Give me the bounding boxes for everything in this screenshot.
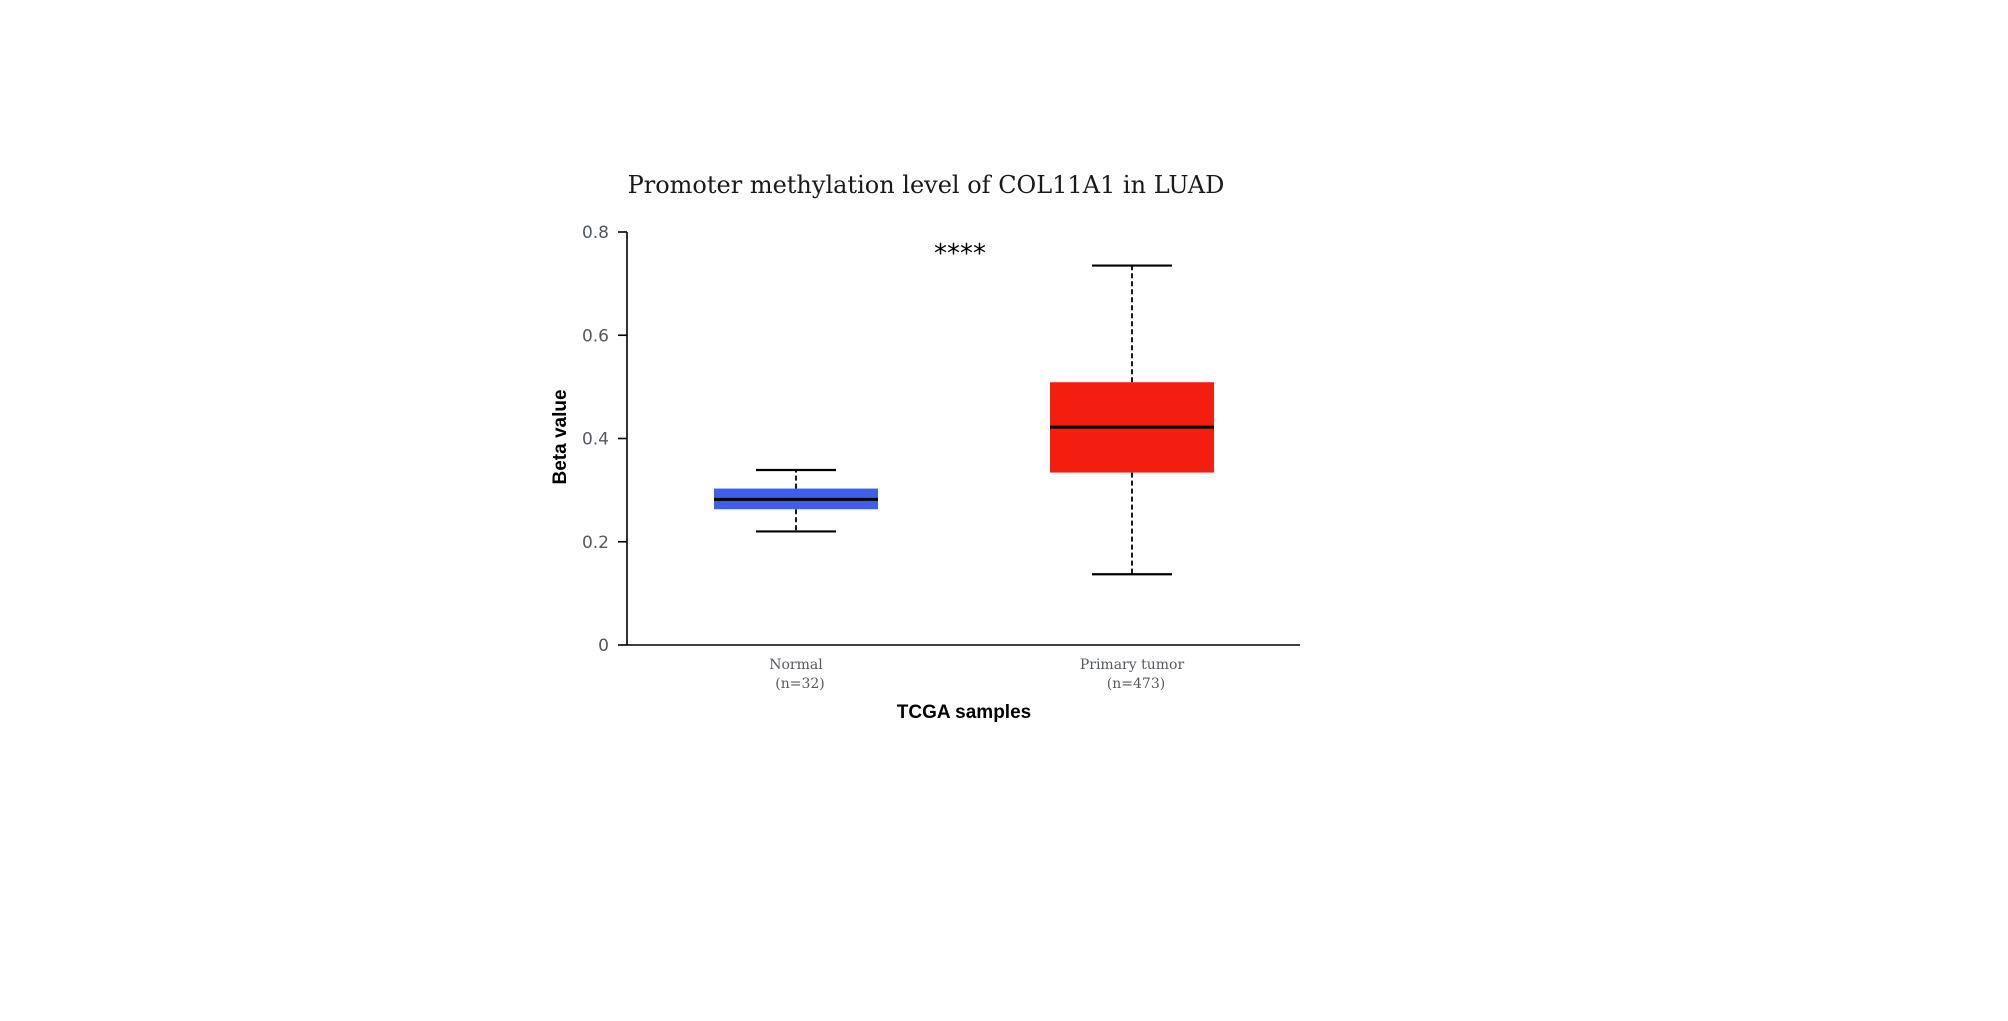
x-category-label: Normal (769, 657, 823, 673)
y-tick-label: 0.6 (582, 326, 609, 346)
x-category-count: (n=32) (775, 676, 825, 692)
chart-title: Promoter methylation level of COL11A1 in… (628, 171, 1225, 199)
significance-label: **** (934, 239, 986, 269)
x-category-count: (n=473) (1107, 676, 1165, 692)
plot-area: 0 0.2 0.4 0.6 0.8 Normal (n=32) Primary tumor (n… (582, 223, 1300, 692)
y-tick-label: 0.2 (582, 533, 609, 553)
x-category-label: Primary tumor (1080, 657, 1185, 673)
y-axis-title: Beta value (550, 389, 571, 484)
y-tick-label: 0.4 (582, 430, 609, 450)
box-group-primary-tumor: Primary tumor (n=473) (1050, 264, 1214, 692)
x-axis-title: TCGA samples (897, 702, 1031, 723)
y-tick-label: 0.8 (582, 223, 609, 243)
box-group-normal: Normal (n=32) (714, 468, 878, 692)
y-tick-label: 0 (598, 636, 609, 656)
